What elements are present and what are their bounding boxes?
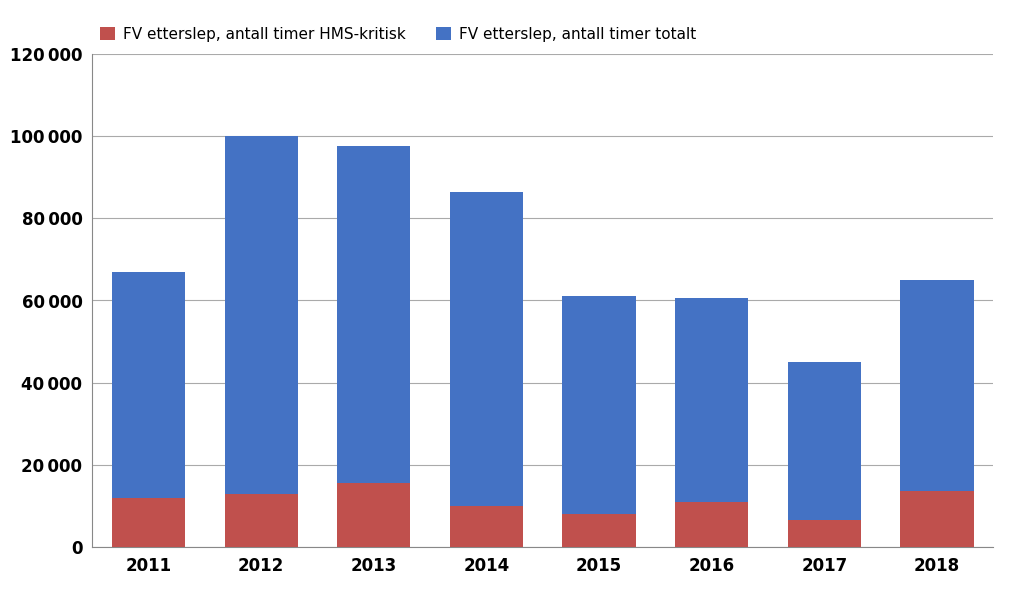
Bar — [562, 514, 636, 547]
Legend: FV etterslep, antall timer HMS-kritisk, FV etterslep, antall timer totalt: FV etterslep, antall timer HMS-kritisk, … — [99, 26, 696, 41]
Bar — [675, 299, 749, 502]
Bar — [337, 147, 411, 483]
Bar — [112, 498, 185, 547]
Bar — [224, 493, 298, 547]
Bar — [787, 520, 861, 547]
Bar — [787, 362, 861, 520]
Bar — [900, 280, 974, 492]
Bar — [112, 272, 185, 498]
Bar — [675, 502, 749, 547]
Bar — [562, 296, 636, 514]
Bar — [450, 506, 523, 547]
Bar — [900, 492, 974, 547]
Bar — [337, 483, 411, 547]
Y-axis label: Timer: Timer — [0, 273, 2, 328]
Bar — [224, 136, 298, 493]
Bar — [450, 192, 523, 506]
